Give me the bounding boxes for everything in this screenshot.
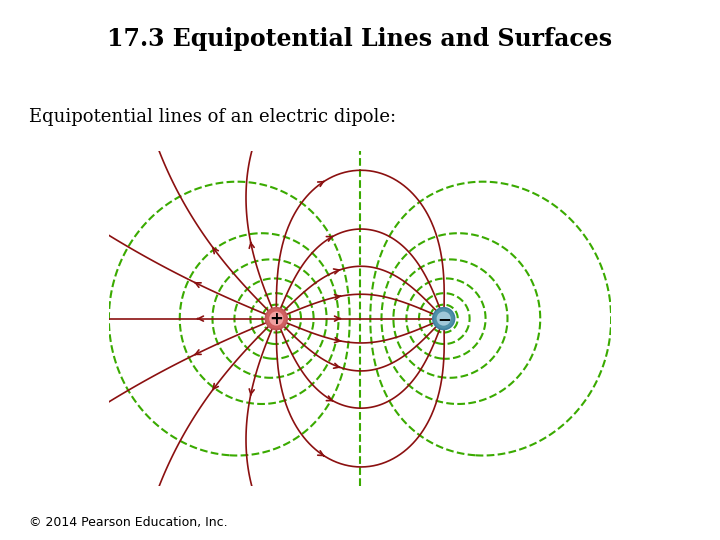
Text: Equipotential lines of an electric dipole:: Equipotential lines of an electric dipol… (29, 108, 396, 126)
Circle shape (436, 312, 451, 326)
Text: −: − (437, 309, 451, 328)
Text: © 2014 Pearson Education, Inc.: © 2014 Pearson Education, Inc. (29, 516, 228, 529)
Circle shape (433, 308, 454, 329)
Circle shape (266, 308, 287, 329)
Circle shape (269, 312, 284, 326)
Text: 17.3 Equipotential Lines and Surfaces: 17.3 Equipotential Lines and Surfaces (107, 27, 613, 51)
Text: +: + (269, 309, 283, 328)
